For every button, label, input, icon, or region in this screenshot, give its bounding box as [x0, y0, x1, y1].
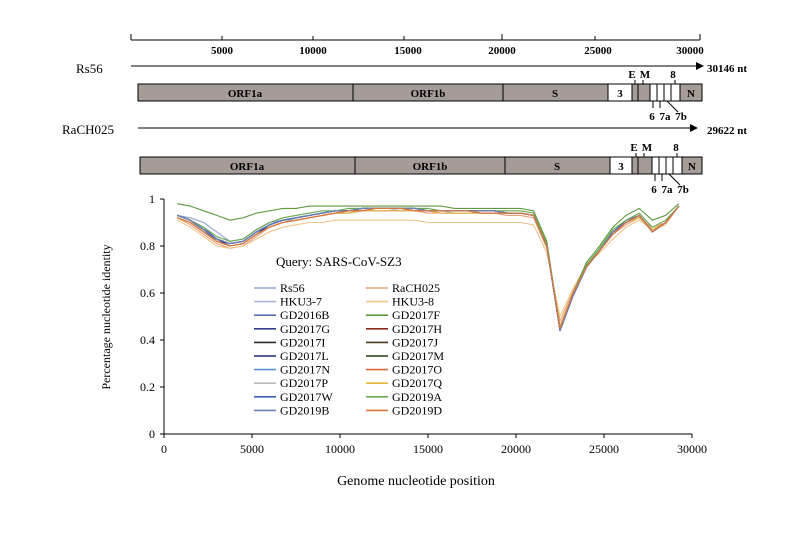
y-tick-label: 0.2	[140, 380, 155, 394]
legend-label: HKU3-8	[392, 295, 434, 309]
orf-label: S	[552, 88, 558, 100]
orf-segment-e	[631, 156, 639, 175]
position-ruler: 5000 10000 15000 20000 25000 30000	[130, 34, 704, 57]
orf-label: ORF1b	[413, 161, 448, 173]
y-tick-label: 0.4	[140, 333, 155, 347]
legend-label: GD2017W	[280, 390, 333, 404]
label-connector	[666, 100, 679, 113]
x-tick-label: 5000	[240, 442, 264, 456]
orf-bottom-label: 7b	[677, 184, 689, 196]
orf-segment-accessory	[649, 83, 681, 102]
series-line	[177, 203, 680, 329]
legend-label: GD2017H	[392, 322, 442, 336]
query-annotation: Query: SARS-CoV-SZ3	[276, 254, 402, 269]
genome-length-label: 30146 nt	[707, 63, 747, 75]
orf-bottom-label: 7a	[662, 184, 674, 196]
legend-label: RaCH025	[392, 281, 440, 295]
legend-label: Rs56	[280, 281, 305, 295]
orf-segment-n	[681, 156, 703, 175]
legend-label: GD2017L	[280, 349, 329, 363]
orf-top-label: 8	[670, 69, 676, 81]
legend-label: GD2019A	[392, 390, 442, 404]
ruler-label: 10000	[299, 45, 327, 57]
y-tick-label: 1	[149, 192, 155, 206]
strain-name: Rs56	[76, 61, 103, 76]
x-tick-label: 25000	[589, 442, 619, 456]
arrow-head-icon	[696, 62, 704, 70]
orf-segment-accessory	[651, 156, 683, 175]
orf-top-label: M	[642, 142, 653, 154]
legend-label: GD2017G	[280, 322, 330, 336]
label-connector	[668, 173, 681, 186]
orf-segment-m	[637, 156, 653, 175]
ruler-label: 15000	[394, 45, 422, 57]
y-axis-title: Percentage nucleotide identity	[99, 244, 113, 389]
orf-label: ORF1a	[228, 88, 263, 100]
ruler-label: 30000	[676, 45, 704, 57]
y-tick-label: 0.8	[140, 239, 155, 253]
similarity-plot: 0 0.2 0.4 0.6 0.8 1 0 5000 10000 15000 20000 25000 3…	[99, 192, 707, 489]
legend-label: GD2017N	[280, 363, 330, 377]
strain-name: RaCH025	[62, 122, 114, 137]
legend-label: GD2017F	[392, 308, 440, 322]
plot-axes: 0 0.2 0.4 0.6 0.8 1 0 5000 10000 15000 20000 25000 3…	[140, 192, 707, 456]
legend-label: GD2019D	[392, 403, 442, 417]
series-lines	[176, 203, 680, 332]
series-line	[177, 205, 680, 329]
orf-segment-m	[637, 83, 651, 102]
legend-label: GD2017M	[392, 349, 444, 363]
x-tick-label: 10000	[325, 442, 355, 456]
y-tick-label: 0	[149, 427, 155, 441]
arrow-head-icon	[690, 124, 698, 132]
legend-label: GD2017Q	[392, 376, 442, 390]
legend-label: GD2017P	[280, 376, 328, 390]
ruler-label: 5000	[211, 45, 234, 57]
orf-label: 3	[617, 88, 623, 100]
orf-top-label: E	[628, 69, 635, 81]
legend-label: GD2017I	[280, 335, 325, 349]
x-tick-label: 15000	[413, 442, 443, 456]
orf-label: S	[554, 161, 560, 173]
series-line	[177, 205, 680, 329]
orf-top-label: E	[630, 142, 637, 154]
x-tick-label: 0	[161, 442, 167, 456]
x-tick-label: 30000	[677, 442, 707, 456]
orf-bottom-label: 6	[651, 184, 657, 196]
x-axis-title: Genome nucleotide position	[337, 474, 495, 489]
orf-label: N	[687, 88, 695, 100]
orf-bottom-label: 7b	[675, 111, 687, 123]
x-tick-label: 20000	[501, 442, 531, 456]
legend-label: GD2017O	[392, 363, 442, 377]
genome-track-rs56: Rs56 30146 nt ORF1a ORF1b S 3 N E M 8	[76, 61, 747, 123]
orf-label: ORF1a	[230, 161, 265, 173]
y-tick-label: 0.6	[140, 286, 155, 300]
orf-bottom-label: 6	[649, 111, 655, 123]
genome-map: 5000 10000 15000 20000 25000 30000 Rs56 …	[62, 34, 747, 196]
legend-label: HKU3-7	[280, 295, 322, 309]
orf-label: N	[688, 161, 696, 173]
legend-label: GD2019B	[280, 403, 329, 417]
orf-segment-n	[679, 83, 703, 102]
genome-track-rach025: RaCH025 29622 nt ORF1a ORF1b S 3 N E M 8	[62, 122, 747, 196]
ruler-label: 20000	[488, 45, 516, 57]
orf-segment-e	[631, 83, 639, 102]
orf-label: 3	[618, 161, 624, 173]
orf-bottom-label: 7a	[660, 111, 672, 123]
genome-length-label: 29622 nt	[707, 125, 747, 137]
legend-label: GD2017J	[392, 335, 438, 349]
orf-top-label: M	[640, 69, 651, 81]
ruler-label: 25000	[584, 45, 612, 57]
orf-label: ORF1b	[411, 88, 446, 100]
orf-top-label: 8	[673, 142, 679, 154]
legend-label: GD2016B	[280, 308, 329, 322]
